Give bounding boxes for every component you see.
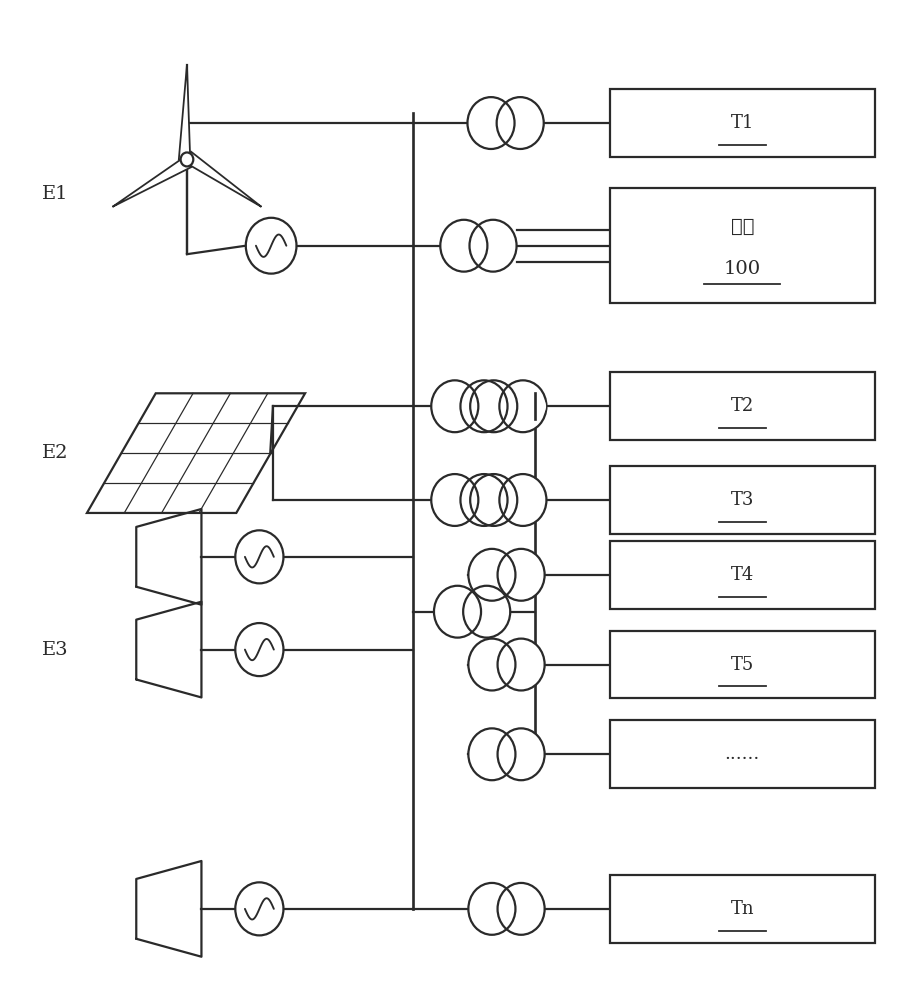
- Circle shape: [236, 624, 283, 676]
- Circle shape: [246, 218, 296, 273]
- Bar: [609, 875, 875, 943]
- Bar: [609, 188, 875, 303]
- Circle shape: [440, 220, 487, 271]
- Text: 电网: 电网: [731, 217, 754, 236]
- Circle shape: [431, 381, 478, 432]
- Circle shape: [498, 639, 544, 690]
- Text: 100: 100: [724, 260, 761, 278]
- Circle shape: [470, 381, 517, 432]
- Bar: [609, 89, 875, 157]
- Circle shape: [461, 381, 507, 432]
- Text: T3: T3: [731, 491, 754, 509]
- Circle shape: [236, 531, 283, 583]
- Circle shape: [498, 729, 544, 780]
- Circle shape: [470, 475, 517, 525]
- Text: ......: ......: [725, 745, 760, 763]
- Circle shape: [499, 475, 546, 525]
- Text: T5: T5: [731, 656, 754, 674]
- Text: E2: E2: [42, 444, 69, 462]
- Text: E1: E1: [42, 185, 69, 203]
- Circle shape: [469, 549, 515, 600]
- Bar: [609, 631, 875, 698]
- Circle shape: [469, 883, 515, 934]
- Circle shape: [464, 586, 509, 637]
- Bar: [609, 466, 875, 534]
- Circle shape: [499, 381, 546, 432]
- Polygon shape: [185, 152, 262, 207]
- Text: T4: T4: [731, 566, 754, 584]
- Circle shape: [470, 220, 516, 271]
- Text: Tn: Tn: [731, 900, 755, 918]
- Circle shape: [236, 883, 283, 935]
- Circle shape: [461, 475, 507, 525]
- Circle shape: [468, 98, 514, 148]
- Circle shape: [469, 729, 515, 780]
- Text: E3: E3: [42, 641, 69, 659]
- Circle shape: [497, 98, 543, 148]
- Circle shape: [498, 549, 544, 600]
- Bar: [609, 720, 875, 788]
- Circle shape: [181, 152, 193, 166]
- Bar: [609, 541, 875, 609]
- Bar: [609, 372, 875, 440]
- Circle shape: [434, 586, 480, 637]
- Text: T1: T1: [731, 114, 754, 132]
- Text: T2: T2: [731, 397, 754, 415]
- Circle shape: [498, 883, 544, 934]
- Circle shape: [525, 395, 546, 418]
- Circle shape: [431, 475, 478, 525]
- Circle shape: [469, 639, 515, 690]
- Polygon shape: [179, 65, 190, 159]
- Polygon shape: [113, 156, 191, 207]
